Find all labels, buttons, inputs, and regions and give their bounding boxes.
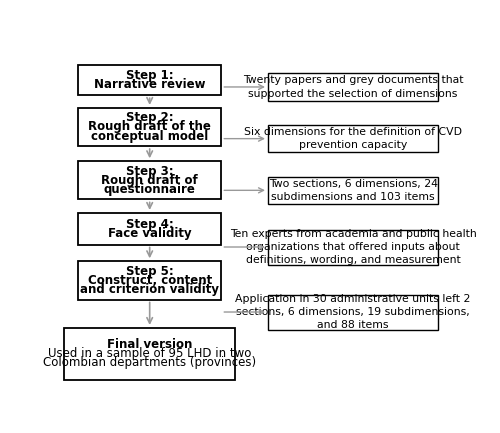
Bar — [78, 213, 222, 245]
Bar — [268, 229, 438, 265]
Text: Step 4:: Step 4: — [126, 218, 174, 231]
Bar — [78, 261, 222, 300]
Text: Rough draft of: Rough draft of — [102, 174, 198, 187]
Bar — [268, 125, 438, 152]
Bar — [268, 177, 438, 204]
Text: Twenty papers and grey documents that
supported the selection of dimensions: Twenty papers and grey documents that su… — [243, 75, 464, 99]
Text: questionnaire: questionnaire — [104, 183, 196, 196]
Bar — [64, 328, 235, 380]
Bar — [268, 73, 438, 101]
Text: Used in a sample of 95 LHD in two: Used in a sample of 95 LHD in two — [48, 347, 252, 360]
Text: Final version: Final version — [107, 338, 192, 351]
Text: Construct, content: Construct, content — [88, 274, 212, 287]
Text: Two sections, 6 dimensions, 24
subdimensions and 103 items: Two sections, 6 dimensions, 24 subdimens… — [268, 179, 438, 202]
Bar — [268, 294, 438, 330]
Bar — [78, 161, 222, 200]
Text: Step 1:: Step 1: — [126, 69, 174, 82]
Text: Rough draft of the: Rough draft of the — [88, 120, 211, 133]
Text: Ten experts from academia and public health
organizations that offered inputs ab: Ten experts from academia and public hea… — [230, 229, 476, 265]
Text: Six dimensions for the definition of CVD
prevention capacity: Six dimensions for the definition of CVD… — [244, 127, 462, 150]
Text: conceptual model: conceptual model — [91, 129, 208, 142]
Text: Face validity: Face validity — [108, 227, 192, 240]
Text: Step 3:: Step 3: — [126, 165, 174, 178]
Bar — [78, 65, 222, 95]
Bar — [78, 108, 222, 146]
Text: Step 2:: Step 2: — [126, 111, 174, 124]
Text: Step 5:: Step 5: — [126, 265, 174, 278]
Text: Application in 30 administrative units left 2
sections, 6 dimensions, 19 subdime: Application in 30 administrative units l… — [236, 294, 471, 330]
Text: Narrative review: Narrative review — [94, 78, 206, 91]
Text: Colombian departments (provinces): Colombian departments (provinces) — [43, 356, 256, 369]
Text: and criterion validity: and criterion validity — [80, 283, 219, 296]
